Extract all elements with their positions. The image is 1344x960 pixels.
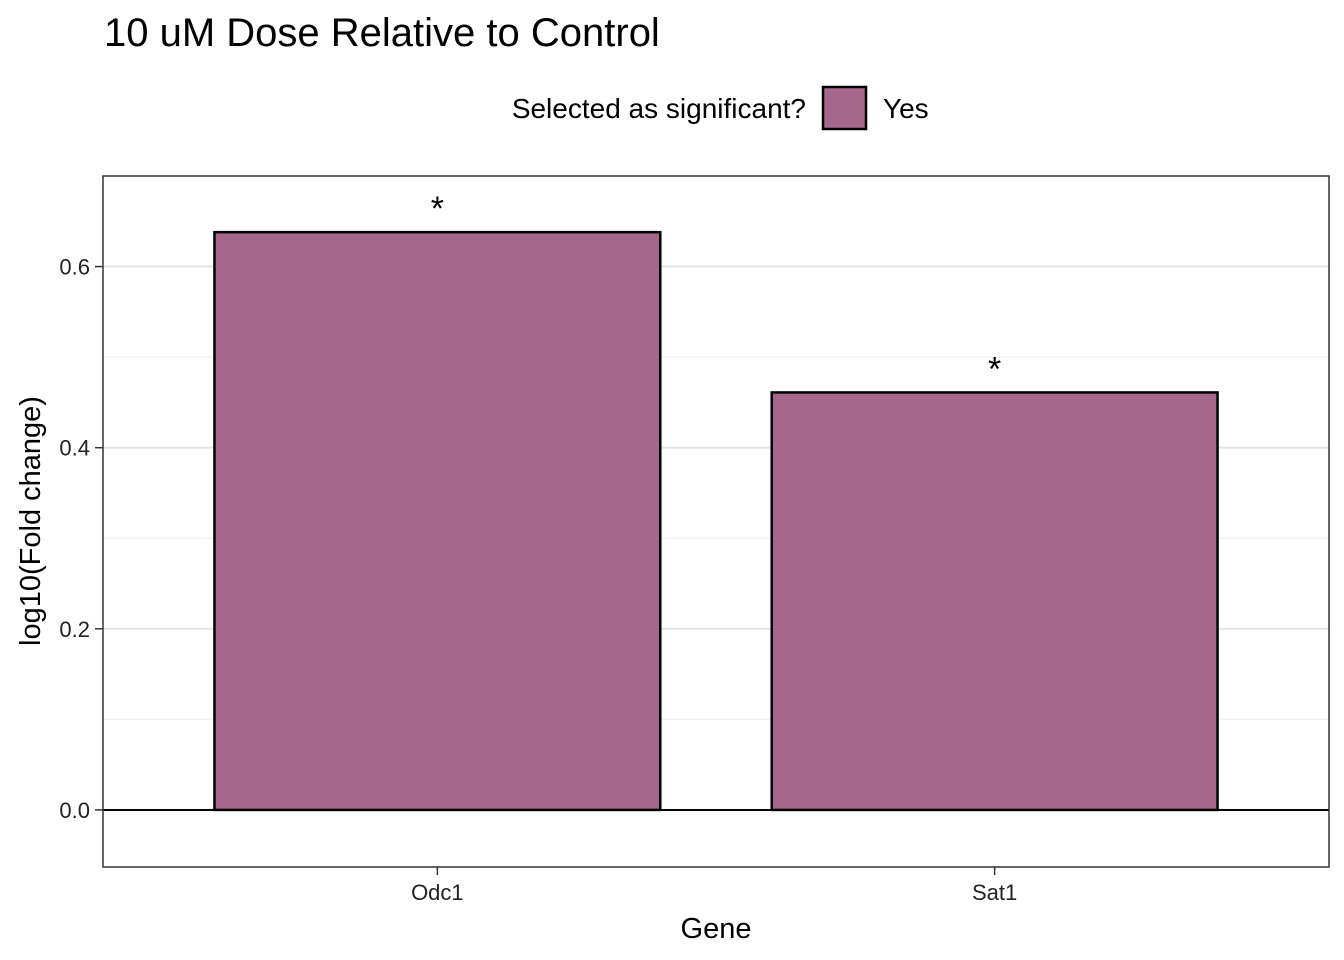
plot-border xyxy=(102,175,1330,868)
x-axis: Odc1 Sat1 xyxy=(411,867,1017,905)
x-axis-title: Gene xyxy=(681,913,752,945)
y-tick-label: 0.6 xyxy=(59,255,90,280)
legend-title: Selected as significant? xyxy=(512,93,806,124)
bar-sat1 xyxy=(770,391,1219,812)
bar-annotations: ** xyxy=(431,190,1002,388)
y-axis: 0.0 0.2 0.4 0.6 xyxy=(59,255,103,823)
y-axis-title: log10(Fold change) xyxy=(15,396,47,646)
significance-marker: * xyxy=(431,190,444,228)
y-tick-label: 0.2 xyxy=(59,617,90,642)
chart-title: 10 uM Dose Relative to Control xyxy=(104,11,660,55)
x-tick-label: Odc1 xyxy=(411,880,464,905)
y-tick-label: 0.4 xyxy=(59,436,90,461)
y-tick-label: 0.0 xyxy=(59,798,90,823)
legend: Selected as significant? Yes xyxy=(512,85,929,131)
legend-label-yes: Yes xyxy=(883,93,929,124)
bar-odc1 xyxy=(213,230,662,812)
x-tick-label: Sat1 xyxy=(972,880,1017,905)
significance-marker: * xyxy=(988,350,1001,388)
legend-swatch-yes xyxy=(821,85,868,131)
plot-area: ** xyxy=(102,175,1330,868)
bars xyxy=(213,230,1219,812)
